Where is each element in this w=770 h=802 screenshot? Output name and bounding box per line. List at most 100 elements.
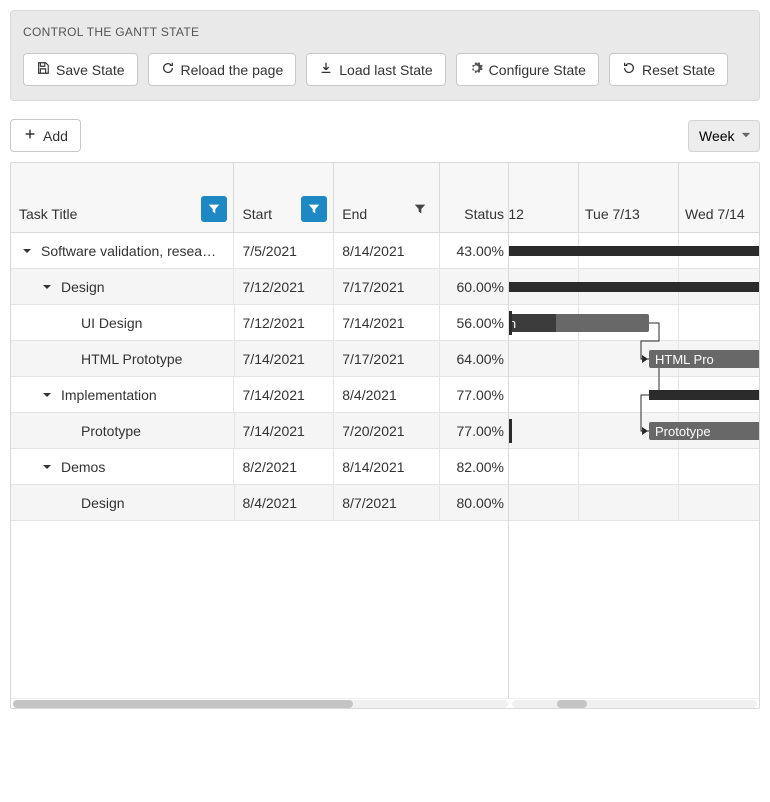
summary-bar[interactable] [509,282,759,292]
chevron-down-icon[interactable] [41,281,53,293]
timeline-body: esign HTML Pro Prototype [509,233,759,521]
table-row[interactable]: Design7/12/20217/17/202160.00% [11,269,508,305]
task-title: Demos [61,459,105,475]
save-state-button[interactable]: Save State [23,53,138,86]
control-panel-title: CONTROL THE GANTT STATE [23,25,747,39]
cell-title: Software validation, resea… [11,233,234,268]
timeline-column-header: Wed 7/14 [679,163,759,232]
filter-icon[interactable] [201,196,227,222]
cell-end: 8/4/2021 [334,377,440,412]
add-button-label: Add [43,128,68,144]
task-bar[interactable]: HTML Pro [649,350,759,368]
cell-status: 56.00% [440,305,508,340]
timeline-scrollbar[interactable] [512,700,757,708]
table-row[interactable]: Implementation 7/14/20218/4/202177.00% [11,377,508,413]
column-header-end[interactable]: End [334,163,440,232]
cell-status: 60.00% [440,269,508,304]
reload-icon [161,61,175,78]
column-header-status[interactable]: Status [440,163,508,232]
cell-start: 7/14/2021 [234,377,334,412]
gantt-container: Task Title Start End Status Software val… [10,162,760,709]
chevron-down-icon[interactable] [41,389,53,401]
row-marker [509,311,512,335]
cell-start: 7/12/2021 [235,305,335,340]
download-icon [319,61,333,78]
timeline-pane[interactable]: n 7/12Tue 7/13Wed 7/14 esign HTML Pro Prot… [509,163,759,698]
table-row[interactable]: Demos8/2/20218/14/202182.00% [11,449,508,485]
cell-start: 8/2/2021 [234,449,334,484]
save-icon [36,61,50,78]
cell-title: Design [11,485,235,520]
table-row[interactable]: Design 8/4/20218/7/202180.00% [11,485,508,521]
task-title: Software validation, resea… [41,243,216,259]
table-row[interactable]: HTML Prototype 7/14/20217/17/202164.00% [11,341,508,377]
cell-status: 77.00% [440,413,508,448]
column-header-start[interactable]: Start [234,163,334,232]
control-panel: CONTROL THE GANTT STATE Save State Reloa… [10,10,760,101]
summary-bar[interactable] [649,390,759,400]
cell-start: 7/14/2021 [235,413,335,448]
load-state-button[interactable]: Load last State [306,53,445,86]
gantt-toolbar: Add Week [10,119,760,152]
timeline-column-header: Tue 7/13 [579,163,679,232]
view-mode-select[interactable]: Week [688,120,760,152]
column-header-status-label: Status [464,206,504,222]
cell-end: 8/7/2021 [334,485,440,520]
grid-body: Software validation, resea… 7/5/20218/14/… [11,233,508,521]
grid-scrollbar-thumb[interactable] [13,700,353,708]
reset-state-button[interactable]: Reset State [609,53,728,86]
column-header-title-label: Task Title [19,206,77,222]
cell-start: 7/5/2021 [234,233,334,268]
cell-end: 8/14/2021 [334,233,440,268]
table-row[interactable]: Prototype 7/14/20217/20/202177.00% [11,413,508,449]
cell-status: 80.00% [440,485,508,520]
cell-title: Demos [11,449,234,484]
configure-state-label: Configure State [489,62,586,78]
column-header-start-label: Start [242,206,272,222]
cell-start: 8/4/2021 [235,485,335,520]
cell-status: 77.00% [440,377,508,412]
column-header-title[interactable]: Task Title [11,163,234,232]
configure-state-button[interactable]: Configure State [456,53,599,86]
chevron-down-icon[interactable] [21,245,33,257]
cell-end: 7/17/2021 [334,341,440,376]
control-panel-buttons: Save State Reload the page Load last Sta… [23,53,747,86]
timeline-header: n 7/12Tue 7/13Wed 7/14 [509,163,759,233]
table-row[interactable]: UI Design7/12/20217/14/202156.00% [11,305,508,341]
task-title: Implementation [61,387,157,403]
task-bar-label: Prototype [655,424,711,439]
task-title: Prototype [81,423,141,439]
cell-start: 7/14/2021 [235,341,335,376]
cell-start: 7/12/2021 [234,269,334,304]
column-header-end-label: End [342,206,367,222]
task-title: HTML Prototype [81,351,182,367]
table-row[interactable]: Software validation, resea… 7/5/20218/14/… [11,233,508,269]
plus-icon [23,127,37,144]
grid-scrollbar[interactable] [13,700,508,708]
save-state-label: Save State [56,62,125,78]
task-bar[interactable]: esign [509,314,649,332]
add-button[interactable]: Add [10,119,81,152]
cell-title: HTML Prototype [11,341,235,376]
task-bar[interactable]: Prototype [649,422,759,440]
cell-end: 7/20/2021 [334,413,440,448]
cell-title: Implementation [11,377,234,412]
timeline-scrollbar-thumb[interactable] [557,700,587,708]
chevron-down-icon[interactable] [41,461,53,473]
filter-icon[interactable] [407,196,433,222]
summary-bar[interactable] [509,246,759,256]
row-marker [509,419,512,443]
cell-title: Design [11,269,234,304]
reload-page-label: Reload the page [181,62,284,78]
task-bar-label: HTML Pro [655,352,714,367]
reload-page-button[interactable]: Reload the page [148,53,297,86]
filter-icon[interactable] [301,196,327,222]
bar-layer: esign HTML Pro Prototype [509,233,759,521]
grid-pane: Task Title Start End Status Software val… [11,163,509,698]
timeline-column-header: n 7/12 [509,163,579,232]
task-title: Design [81,495,125,511]
cell-title: Prototype [11,413,235,448]
cell-status: 64.00% [440,341,508,376]
gear-icon [469,61,483,78]
cell-end: 7/17/2021 [334,269,440,304]
